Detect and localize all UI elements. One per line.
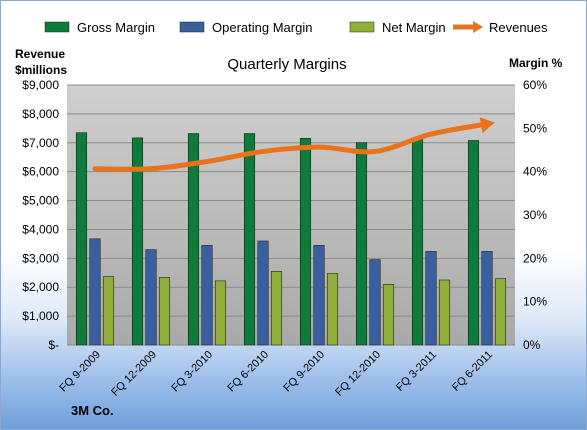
left-tick-label: $3,000 (22, 251, 59, 265)
left-tick-label: $1,000 (22, 309, 59, 323)
bar-operating-margin (201, 245, 213, 346)
legend-swatch-net-margin (349, 21, 375, 33)
left-tick-label: $- (48, 338, 59, 352)
chart-title: Quarterly Margins (227, 56, 346, 73)
right-tick-label: 30% (523, 208, 547, 222)
bar-net-margin (158, 277, 171, 346)
bar-net-margin (214, 280, 227, 346)
left-axis-ticks: $- $1,000 $2,000 $3,000 $4,000 $5,000 $6,000 $7… (22, 78, 59, 352)
legend-label: Net Margin (382, 20, 446, 35)
left-tick-label: $2,000 (22, 280, 59, 294)
footer-label: 3M Co. (71, 403, 114, 418)
revenue-arrowhead (479, 117, 495, 133)
bar-operating-margin (313, 245, 325, 346)
right-axis-label: Margin % (509, 56, 563, 70)
left-tick-label: $7,000 (22, 136, 59, 150)
bar-net-margin (102, 276, 115, 346)
category-label: FQ 9-2009 (57, 349, 103, 395)
bar-net-margin (494, 278, 507, 346)
right-tick-label: 50% (523, 121, 547, 135)
bar-gross-margin (355, 142, 368, 346)
bar-gross-margin (467, 140, 480, 346)
right-tick-label: 0% (523, 338, 541, 352)
bar-net-margin (382, 284, 395, 346)
bar-gross-margin (131, 137, 144, 346)
bar-gross-margin (243, 133, 256, 346)
bar-gross-margin (299, 138, 312, 346)
bar-operating-margin (425, 251, 437, 346)
bar-net-margin (326, 273, 339, 346)
legend-swatch-gross-margin (44, 21, 70, 33)
bars (75, 132, 507, 346)
category-label: FQ 12-2009 (109, 349, 159, 399)
bar-operating-margin (481, 251, 493, 346)
category-label: FQ 3-2010 (169, 349, 215, 395)
left-tick-label: $4,000 (22, 222, 59, 236)
left-tick-label: $8,000 (22, 107, 59, 121)
bar-gross-margin (187, 133, 200, 346)
legend-label: Operating Margin (212, 20, 312, 35)
bar-gross-margin (75, 132, 88, 346)
right-tick-label: 20% (523, 251, 547, 265)
bar-operating-margin (89, 238, 101, 346)
left-axis-label-line1: Revenue (15, 47, 65, 61)
legend-arrow (473, 21, 483, 33)
bar-net-margin (270, 271, 283, 346)
category-labels: FQ 9-2009 FQ 12-2009 FQ 3-2010 FQ 6-2010 FQ … (57, 349, 495, 399)
right-tick-label: 10% (523, 295, 547, 309)
left-tick-label: $6,000 (22, 165, 59, 179)
bar-operating-margin (257, 240, 269, 346)
legend-swatch-operating-margin (179, 21, 205, 33)
bar-operating-margin (369, 259, 381, 346)
category-label: FQ 3-2011 (394, 349, 439, 394)
revenue-line-group (92, 117, 495, 172)
left-axis-label-line2: $millions (15, 63, 67, 77)
category-label: FQ 12-2010 (333, 349, 383, 399)
revenue-line (92, 121, 490, 172)
left-tick-label: $9,000 (22, 78, 59, 92)
category-label: FQ 6-2011 (450, 349, 495, 394)
legend-label: Gross Margin (77, 20, 155, 35)
legend-label: Revenues (489, 20, 548, 35)
right-tick-label: 60% (523, 78, 547, 92)
bar-gross-margin (411, 138, 424, 346)
left-tick-label: $5,000 (22, 194, 59, 208)
bar-operating-margin (145, 249, 157, 346)
category-label: FQ 9-2010 (281, 349, 327, 395)
bar-net-margin (438, 279, 451, 346)
legend: Gross Margin Operating Margin Net Margin Re… (44, 20, 548, 35)
category-label: FQ 6-2010 (225, 349, 271, 395)
right-axis-ticks: 0% 10% 20% 30% 40% 50% 60% (523, 78, 547, 352)
right-tick-label: 40% (523, 165, 547, 179)
